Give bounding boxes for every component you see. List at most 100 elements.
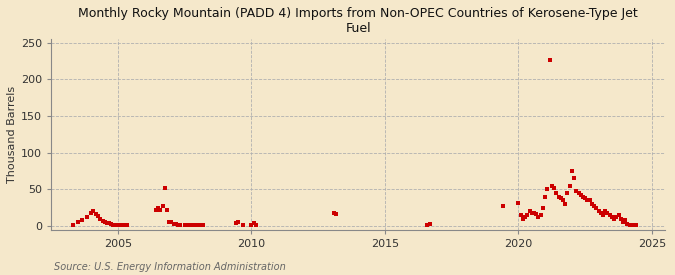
Point — [197, 222, 208, 227]
Point — [578, 194, 589, 199]
Point — [549, 186, 560, 190]
Point — [542, 187, 553, 192]
Point — [104, 221, 115, 226]
Point — [164, 220, 175, 225]
Point — [556, 196, 566, 200]
Point — [77, 218, 88, 222]
Point — [173, 222, 184, 227]
Point — [531, 211, 542, 216]
Point — [231, 221, 242, 226]
Point — [566, 169, 577, 173]
Point — [331, 211, 342, 216]
Point — [97, 219, 108, 223]
Point — [620, 218, 630, 222]
Point — [613, 213, 624, 217]
Point — [250, 223, 261, 228]
Point — [529, 211, 539, 215]
Point — [562, 191, 572, 195]
Point — [582, 198, 593, 203]
Point — [580, 196, 591, 200]
Point — [328, 211, 339, 215]
Point — [248, 221, 259, 226]
Point — [631, 223, 642, 228]
Point — [424, 222, 435, 226]
Point — [122, 223, 132, 228]
Point — [99, 220, 110, 225]
Point — [544, 58, 555, 62]
Point — [616, 217, 626, 221]
Point — [68, 222, 79, 227]
Point — [106, 222, 117, 226]
Point — [551, 191, 562, 195]
Point — [159, 186, 170, 190]
Point — [115, 222, 126, 227]
Point — [571, 189, 582, 193]
Point — [609, 217, 620, 221]
Point — [111, 222, 122, 227]
Point — [113, 223, 124, 228]
Point — [161, 208, 172, 212]
Text: Source: U.S. Energy Information Administration: Source: U.S. Energy Information Administ… — [54, 262, 286, 272]
Point — [238, 223, 248, 228]
Point — [184, 222, 194, 227]
Point — [171, 222, 182, 226]
Point — [497, 203, 508, 208]
Point — [593, 209, 604, 214]
Point — [618, 220, 628, 225]
Point — [626, 222, 637, 227]
Point — [182, 223, 192, 228]
Point — [558, 198, 568, 203]
Point — [155, 208, 165, 212]
Point — [72, 220, 83, 225]
Point — [151, 208, 161, 212]
Point — [195, 223, 206, 228]
Point — [604, 213, 615, 217]
Point — [101, 221, 112, 226]
Point — [537, 205, 548, 210]
Point — [88, 209, 99, 214]
Point — [540, 194, 551, 199]
Point — [595, 211, 606, 215]
Point — [108, 222, 119, 227]
Point — [90, 212, 101, 216]
Point — [153, 205, 163, 210]
Point — [535, 213, 546, 217]
Point — [611, 215, 622, 219]
Point — [119, 223, 130, 228]
Point — [602, 211, 613, 215]
Point — [157, 204, 168, 208]
Point — [547, 183, 558, 188]
Point — [86, 211, 97, 215]
Point — [95, 217, 105, 221]
Point — [568, 176, 579, 181]
Point — [624, 222, 635, 227]
Point — [564, 183, 575, 188]
Point — [186, 223, 197, 228]
Point — [175, 222, 186, 227]
Point — [513, 200, 524, 205]
Point — [622, 222, 632, 226]
Point — [587, 202, 597, 206]
Y-axis label: Thousand Barrels: Thousand Barrels — [7, 86, 17, 183]
Point — [233, 220, 244, 225]
Point — [82, 215, 92, 219]
Point — [597, 213, 608, 217]
Point — [92, 214, 103, 218]
Point — [600, 209, 611, 214]
Point — [575, 193, 586, 197]
Point — [553, 194, 564, 199]
Point — [518, 217, 529, 221]
Point — [585, 198, 595, 203]
Point — [166, 220, 177, 225]
Point — [591, 205, 602, 210]
Point — [522, 213, 533, 217]
Point — [560, 202, 570, 206]
Point — [188, 223, 199, 228]
Point — [515, 213, 526, 217]
Point — [589, 203, 599, 208]
Point — [524, 209, 535, 214]
Point — [168, 222, 179, 226]
Point — [607, 215, 618, 219]
Point — [246, 222, 257, 227]
Point — [117, 223, 128, 228]
